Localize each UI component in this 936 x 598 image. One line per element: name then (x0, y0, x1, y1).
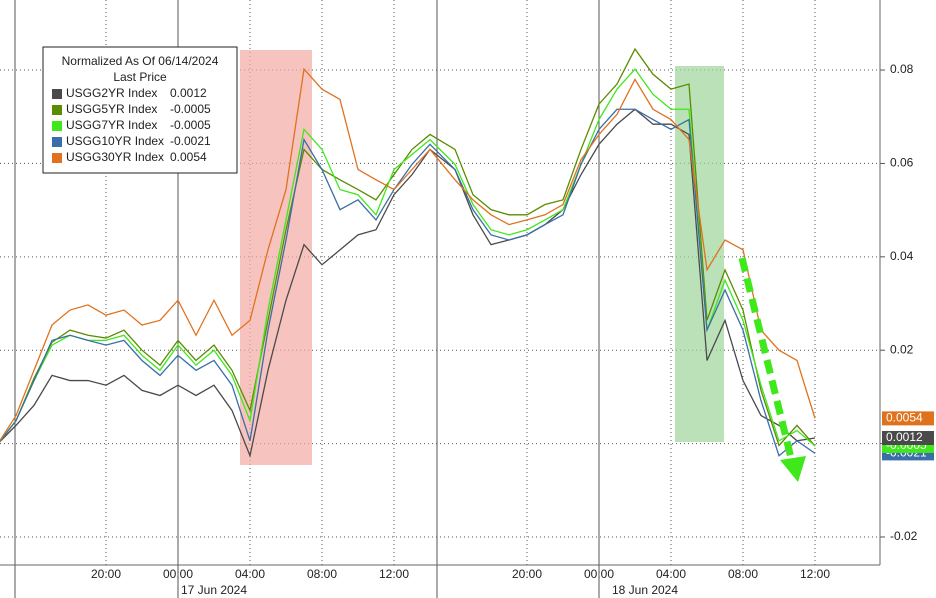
legend-label: USGG2YR Index (66, 86, 157, 100)
legend-swatch (52, 89, 62, 99)
legend: Normalized As Of 06/14/2024 Last Price U… (42, 46, 238, 174)
legend-subtitle: Last Price (113, 70, 167, 84)
date-label: 17 Jun 2024 (181, 583, 247, 597)
legend-label: USGG5YR Index (66, 102, 157, 116)
y-tick-label: -0.02 (890, 529, 918, 543)
x-tick-label: 04:00 (656, 567, 686, 581)
legend-title: Normalized As Of 06/14/2024 (62, 54, 219, 68)
y-tick-label: 0.06 (890, 156, 914, 170)
y-tick-label: 0.08 (890, 62, 914, 76)
arrow-head (780, 456, 806, 482)
legend-label: USGG10YR Index (66, 134, 164, 148)
legend-box (42, 46, 238, 174)
x-tick-label: 04:00 (235, 567, 265, 581)
y-tick-label: 0.02 (890, 342, 914, 356)
x-tick-label: 12:00 (800, 567, 830, 581)
end-tag-label: 0.0054 (886, 411, 923, 425)
series-line (0, 108, 816, 457)
legend-value: 0.0054 (170, 150, 207, 164)
series-line (0, 67, 816, 442)
arrow (738, 257, 806, 482)
legend-swatch (52, 121, 62, 131)
legend-swatch (52, 105, 62, 115)
x-tick-label: 08:00 (728, 567, 758, 581)
series-line (0, 68, 816, 447)
highlight-red (240, 50, 312, 465)
legend-value: -0.0021 (170, 134, 211, 148)
grid: -0.0200.020.040.060.0820:0000:0004:0008:… (0, 0, 918, 581)
date-label: 18 Jun 2024 (612, 583, 678, 597)
legend-value: -0.0005 (170, 102, 211, 116)
legend-label: USGG30YR Index (66, 150, 164, 164)
x-tick-label: 12:00 (379, 567, 409, 581)
x-tick-label: 08:00 (307, 567, 337, 581)
legend-value: -0.0005 (170, 118, 211, 132)
legend-swatch (52, 137, 62, 147)
end-tag (882, 430, 934, 445)
arrow-shaft (738, 257, 796, 463)
legend-value: 0.0012 (170, 86, 207, 100)
x-tick-label: 20:00 (91, 567, 121, 581)
legend-label: USGG7YR Index (66, 118, 157, 132)
y-tick-label: 0.04 (890, 249, 914, 263)
x-tick-label: 20:00 (512, 567, 542, 581)
end-tag (882, 411, 934, 426)
legend-swatch (52, 153, 62, 163)
end-tag-label: 0.0012 (886, 430, 923, 444)
lines (0, 47, 816, 458)
